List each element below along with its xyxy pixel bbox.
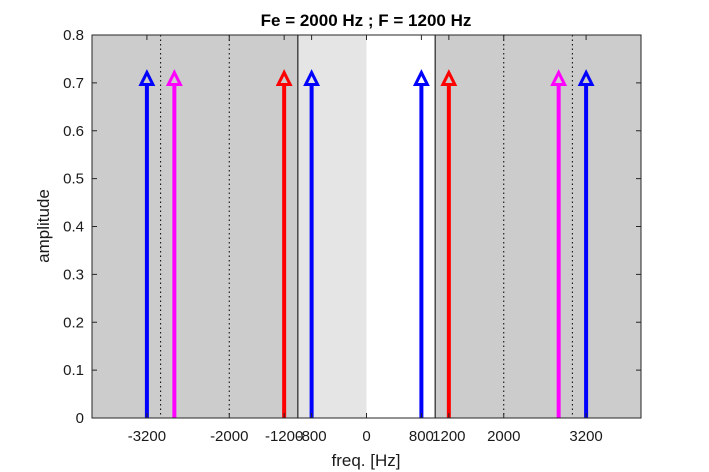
dotted-lines [160,35,573,418]
axes [91,34,642,419]
boundary-lines [297,35,436,418]
stem-marker [550,69,568,87]
x-tick-label-7: 2000 [487,428,520,445]
x-tick-label-4: 0 [362,428,370,445]
y-tick-label-8: 0.8 [63,27,84,44]
stem-red-0 [275,69,293,418]
x-tick-label-2: -1200 [265,428,303,445]
chart-title: Fe = 2000 Hz ; F = 1200 Hz [261,11,472,30]
y-tick-label-6: 0.6 [63,123,84,140]
stem-marker [440,69,458,87]
x-tick-label-3: -800 [297,428,327,445]
y-tick-label-7: 0.7 [63,75,84,92]
y-axis-label: amplitude [34,189,53,263]
y-tick-label-5: 0.5 [63,171,84,188]
x-tick-label-5: 800 [409,428,434,445]
stem-marker [303,69,321,87]
y-tick-label-0: 0 [76,410,84,427]
y-tick-labels: 0 0.1 0.2 0.3 0.4 0.5 0.6 0.7 0.8 [63,27,84,427]
x-tick-label-6: 1200 [432,428,465,445]
y-tick-label-3: 0.3 [63,266,84,283]
stem-marker [577,69,595,87]
stem-magenta-0 [165,69,183,418]
shaded-region-0 [92,35,298,418]
x-tick-label-1: -2000 [210,428,248,445]
shaded-region-1 [297,35,367,418]
y-tick-label-2: 0.2 [63,314,84,331]
stem-magenta-1 [550,69,568,418]
stem-marker [138,69,156,87]
stem-red-1 [440,69,458,418]
shaded-regions [92,35,641,418]
stem-blue-1 [303,69,321,418]
shaded-region-2 [435,35,641,418]
y-tick-label-1: 0.1 [63,362,84,379]
y-tick-label-4: 0.4 [63,219,84,236]
stem-blue-0 [138,69,156,418]
stem-series [138,69,595,418]
stem-blue-3 [577,69,595,418]
x-axis-label: freq. [Hz] [332,451,401,470]
stem-blue-2 [412,69,430,418]
x-tick-label-0: -3200 [128,428,166,445]
x-tick-label-8: 3200 [569,428,602,445]
stem-marker [165,69,183,87]
stem-marker [412,69,430,87]
stem-marker [275,69,293,87]
